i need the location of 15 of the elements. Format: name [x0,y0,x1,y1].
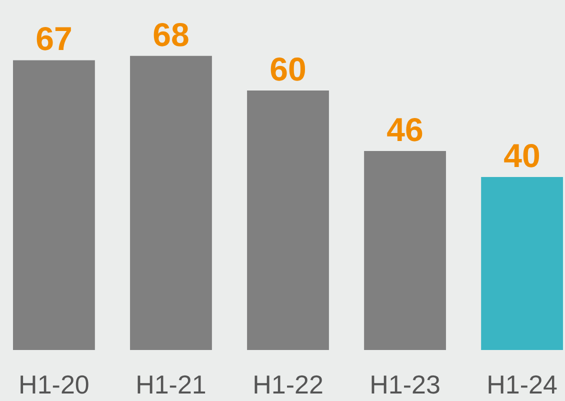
x-tick-label: H1-20 [18,370,90,400]
bar [364,151,446,350]
data-label: 46 [386,111,424,148]
x-tick-label: H1-21 [136,370,206,400]
bar [247,90,329,350]
data-label: 67 [36,20,72,58]
x-tick-label: H1-22 [252,370,324,400]
bar [481,176,563,350]
x-tick-label: H1-24 [486,370,558,400]
bar [13,60,95,350]
data-label: 60 [270,50,306,88]
bar [130,56,212,350]
data-label: 40 [504,136,540,174]
x-tick-label: H1-23 [370,370,440,400]
data-label: 68 [152,16,190,53]
